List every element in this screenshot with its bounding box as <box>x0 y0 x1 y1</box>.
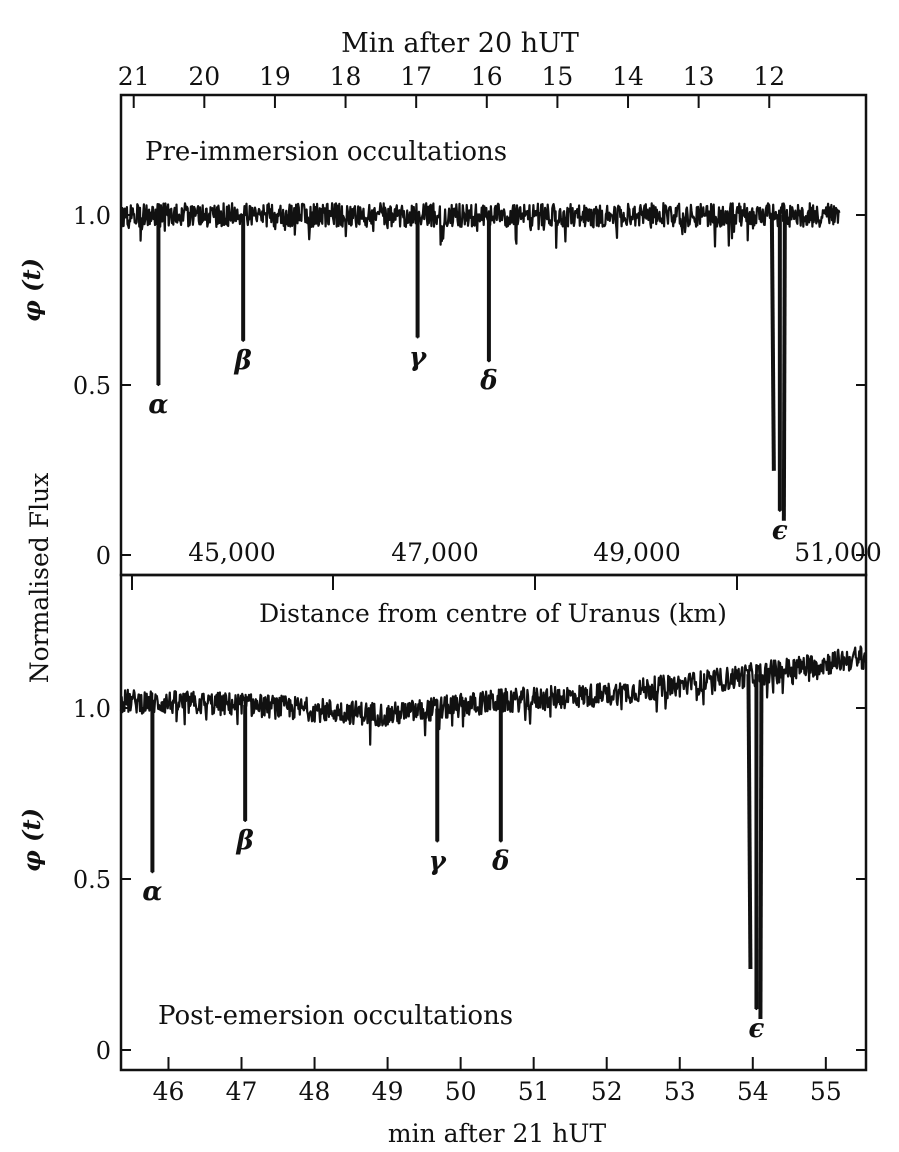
top-panel-title: Pre-immersion occultations <box>145 137 507 167</box>
ring-label: β <box>234 346 252 376</box>
ring-label: δ <box>491 846 509 876</box>
dip-marker <box>758 674 764 1019</box>
x-tick-label: 53 <box>664 1077 696 1106</box>
dip-marker <box>781 214 787 521</box>
bottom-y-label: φ (t) <box>17 808 46 872</box>
x-tick-label: 12 <box>753 62 785 91</box>
ring-label: γ <box>409 342 428 372</box>
x-tick-label: 18 <box>330 62 362 91</box>
x-tick-label: 52 <box>591 1077 623 1106</box>
y-tick-label: 0.5 <box>73 372 111 400</box>
x-tick-label: 13 <box>683 62 715 91</box>
x-tick-label: 17 <box>400 62 432 91</box>
top-y-label: φ (t) <box>17 258 46 322</box>
x-tick-label: 54 <box>737 1077 769 1106</box>
ring-label: α <box>142 877 162 907</box>
distance-tick-label: 45,000 <box>188 538 275 567</box>
y-tick-label: 1.0 <box>73 695 111 723</box>
bottom-panel-layer: 46 47 48 49 50 51 52 53 54 55 0 0.5 1.0 α β γ δ ϵ <box>73 645 868 1106</box>
x-tick-label: 46 <box>153 1077 185 1106</box>
ring-label: β <box>236 826 254 856</box>
x-tick-label: 19 <box>259 62 291 91</box>
ring-label: α <box>148 390 168 420</box>
bottom-axis-title: min after 21 hUT <box>388 1119 607 1148</box>
top-panel-frame <box>119 93 868 577</box>
x-tick-label: 20 <box>188 62 220 91</box>
y-tick-label: 0 <box>96 1037 111 1065</box>
x-tick-label: 49 <box>372 1077 404 1106</box>
bottom-panel-frame <box>119 573 868 1072</box>
shared-y-label: Normalised Flux <box>25 473 54 684</box>
y-tick-label: 0.5 <box>73 866 111 894</box>
x-tick-label: 48 <box>299 1077 331 1106</box>
flux-series-line <box>119 202 841 512</box>
x-tick-label: 51 <box>518 1077 550 1106</box>
y-tick-label: 0 <box>96 542 111 570</box>
distance-tick-label: 49,000 <box>593 538 680 567</box>
top-panel-layer: 21 20 19 18 17 16 15 14 13 12 0 0.5 1.0 α β γ δ ϵ <box>73 62 866 570</box>
distance-ticks-layer: 45,000 47,000 49,000 51,000 <box>131 538 882 590</box>
ring-label: δ <box>479 366 497 396</box>
ring-label: ϵ <box>749 1014 765 1044</box>
bottom-panel-title: Post-emersion occultations <box>158 1001 513 1031</box>
x-tick-label: 47 <box>226 1077 258 1106</box>
x-tick-label: 55 <box>810 1077 842 1106</box>
distance-tick-label: 47,000 <box>391 538 478 567</box>
flux-series-line <box>119 645 868 1011</box>
ring-label: γ <box>429 846 448 876</box>
x-tick-label: 16 <box>471 62 503 91</box>
x-tick-label: 21 <box>118 62 150 91</box>
x-tick-label: 14 <box>612 62 644 91</box>
x-tick-label: 15 <box>542 62 574 91</box>
y-tick-label: 1.0 <box>73 202 111 230</box>
dip-marker <box>769 214 776 471</box>
top-axis-title: Min after 20 hUT <box>341 28 579 59</box>
distance-axis-label: Distance from centre of Uranus (km) <box>259 599 727 628</box>
dip-marker <box>746 674 753 969</box>
distance-tick-label: 51,000 <box>794 538 881 567</box>
x-tick-label: 50 <box>445 1077 477 1106</box>
ring-label: ϵ <box>772 516 788 546</box>
